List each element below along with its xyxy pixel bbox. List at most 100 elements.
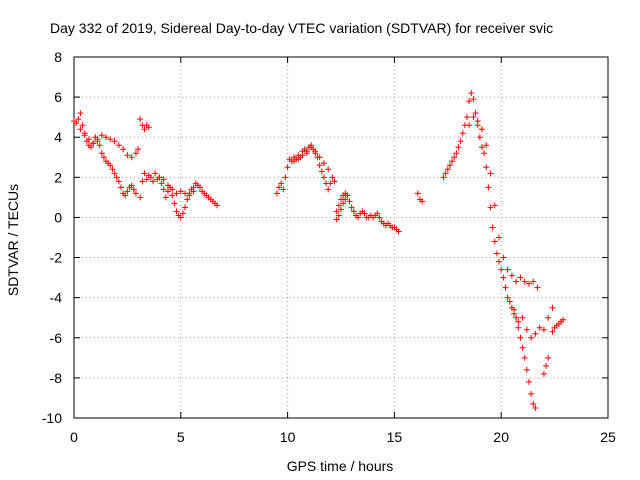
y-tick-label: 4	[54, 129, 62, 145]
data-point	[466, 98, 473, 105]
data-point	[77, 126, 84, 133]
data-point	[485, 184, 492, 191]
data-point	[96, 142, 103, 149]
series-arc-4	[137, 170, 221, 221]
data-point	[308, 144, 315, 151]
data-point	[560, 316, 567, 323]
data-point	[515, 324, 522, 331]
data-point	[472, 110, 479, 117]
data-point	[414, 190, 421, 197]
data-point	[508, 272, 515, 279]
data-point	[329, 174, 336, 181]
data-point	[111, 138, 118, 145]
data-point	[376, 214, 383, 221]
data-point	[113, 174, 120, 181]
y-tick-label: -4	[50, 290, 63, 306]
data-point	[318, 168, 325, 175]
series-arc-11	[466, 114, 541, 291]
data-point	[491, 238, 498, 245]
data-point	[139, 178, 146, 185]
data-point	[85, 136, 92, 143]
data-point	[77, 110, 84, 117]
data-point	[525, 378, 532, 385]
data-point	[338, 196, 344, 203]
data-point	[169, 186, 176, 193]
data-point	[515, 318, 522, 325]
series-arc-10	[440, 90, 539, 411]
y-tick-label: -10	[42, 410, 62, 426]
data-point	[487, 204, 494, 211]
series-arc-5	[156, 174, 197, 199]
data-point	[478, 144, 485, 151]
data-point	[350, 208, 357, 215]
data-point	[335, 212, 342, 219]
data-point	[177, 214, 184, 221]
data-point	[186, 192, 193, 199]
data-point	[333, 216, 340, 223]
data-point	[342, 190, 349, 197]
data-point	[532, 404, 539, 411]
data-point	[128, 182, 135, 189]
data-point	[470, 96, 477, 103]
data-point	[519, 344, 526, 351]
data-point	[90, 140, 97, 147]
data-point	[361, 210, 368, 217]
data-point	[282, 174, 289, 181]
data-point	[135, 146, 142, 153]
data-point	[496, 234, 503, 241]
series-arc-13	[540, 354, 552, 377]
data-point	[122, 192, 129, 199]
data-point	[513, 314, 520, 321]
data-point	[346, 198, 353, 205]
data-point	[502, 284, 509, 291]
data-point	[545, 354, 552, 361]
data-point	[312, 148, 319, 155]
data-point	[483, 164, 490, 171]
data-point	[540, 370, 547, 377]
data-point	[517, 334, 524, 341]
data-point	[75, 116, 82, 123]
data-point	[453, 150, 460, 157]
data-point	[534, 284, 541, 291]
data-point	[504, 266, 511, 273]
data-point	[476, 134, 483, 141]
data-point	[487, 170, 494, 177]
data-point	[141, 170, 148, 177]
y-tick-label: 2	[54, 169, 62, 185]
data-point	[124, 188, 131, 195]
series-arc-12	[511, 304, 556, 341]
chart-title: Day 332 of 2019, Sidereal Day-to-day VTE…	[50, 20, 553, 36]
data-point	[156, 174, 163, 181]
data-point	[549, 304, 556, 311]
data-point	[504, 294, 511, 301]
data-point	[466, 122, 473, 129]
data-point	[474, 118, 481, 125]
series-arc-8	[333, 190, 349, 215]
data-point	[164, 188, 171, 195]
y-tick-label: 0	[54, 209, 62, 225]
data-point	[117, 184, 124, 191]
data-point	[109, 166, 116, 173]
data-point	[111, 170, 118, 177]
data-point	[549, 328, 556, 335]
data-point	[147, 174, 154, 181]
data-point	[320, 160, 327, 167]
data-point	[483, 142, 490, 149]
y-tick-label: 6	[54, 89, 62, 105]
series-arc-6	[273, 142, 402, 235]
data-point	[536, 324, 543, 331]
x-tick-label: 0	[70, 429, 78, 445]
y-tick-label: -2	[50, 250, 63, 266]
series-arc-3	[137, 116, 152, 133]
data-point	[395, 228, 402, 235]
data-point	[543, 362, 550, 369]
data-point	[335, 202, 342, 209]
data-point	[478, 126, 485, 133]
data-point	[528, 334, 535, 341]
data-point	[444, 166, 451, 173]
data-point	[73, 120, 80, 127]
x-tick-label: 15	[387, 429, 403, 445]
data-point	[182, 204, 189, 211]
data-point	[511, 310, 518, 317]
data-point	[107, 136, 114, 143]
